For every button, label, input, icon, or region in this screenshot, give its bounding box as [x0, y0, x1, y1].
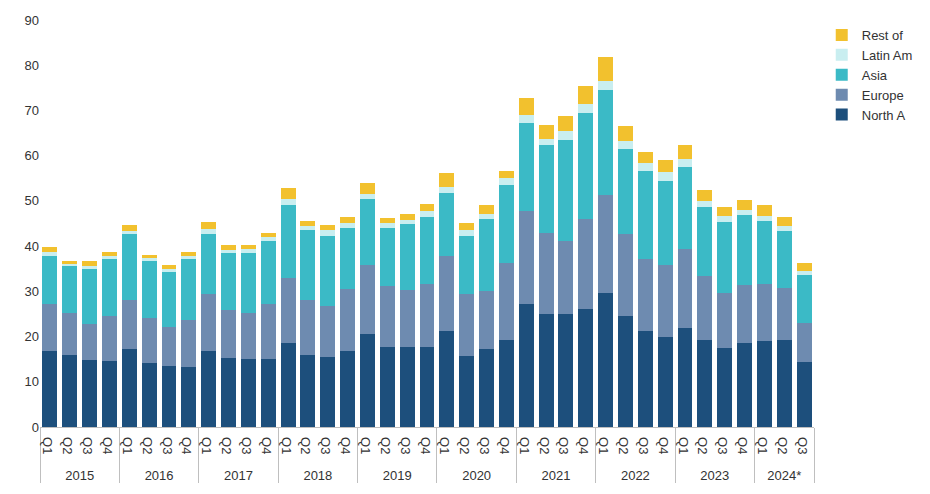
- svg-text:Q1: Q1: [279, 437, 294, 454]
- svg-text:Q3: Q3: [318, 437, 333, 454]
- svg-text:North A: North A: [862, 108, 906, 123]
- svg-text:Q4: Q4: [576, 437, 591, 454]
- svg-text:Q2: Q2: [298, 437, 313, 454]
- svg-text:20: 20: [25, 329, 39, 344]
- svg-text:60: 60: [25, 148, 39, 163]
- svg-text:Q4: Q4: [100, 437, 115, 454]
- svg-text:Q3: Q3: [715, 437, 730, 454]
- svg-text:Asia: Asia: [862, 68, 888, 83]
- svg-text:50: 50: [25, 193, 39, 208]
- svg-text:Q1: Q1: [358, 437, 373, 454]
- svg-text:Q4: Q4: [338, 437, 353, 454]
- svg-text:Q3: Q3: [398, 437, 413, 454]
- svg-text:Q2: Q2: [537, 437, 552, 454]
- svg-text:Q4: Q4: [418, 437, 433, 454]
- svg-text:Q2: Q2: [775, 437, 790, 454]
- svg-text:2015: 2015: [65, 468, 94, 483]
- svg-text:Q2: Q2: [616, 437, 631, 454]
- svg-text:Q1: Q1: [676, 437, 691, 454]
- svg-text:Q3: Q3: [477, 437, 492, 454]
- svg-text:Rest of: Rest of: [862, 28, 904, 43]
- svg-text:Europe: Europe: [862, 88, 904, 103]
- svg-text:Q3: Q3: [636, 437, 651, 454]
- svg-text:10: 10: [25, 374, 39, 389]
- svg-text:2018: 2018: [303, 468, 332, 483]
- svg-text:Q1: Q1: [120, 437, 135, 454]
- svg-text:70: 70: [25, 103, 39, 118]
- svg-text:2020: 2020: [462, 468, 491, 483]
- svg-text:2019: 2019: [383, 468, 412, 483]
- svg-text:2024*: 2024*: [767, 468, 801, 483]
- svg-text:Q4: Q4: [259, 437, 274, 454]
- svg-text:Q3: Q3: [556, 437, 571, 454]
- svg-text:Q2: Q2: [457, 437, 472, 454]
- svg-text:Q1: Q1: [755, 437, 770, 454]
- svg-text:Q2: Q2: [60, 437, 75, 454]
- svg-text:2023: 2023: [700, 468, 729, 483]
- svg-text:Q1: Q1: [199, 437, 214, 454]
- svg-text:40: 40: [25, 239, 39, 254]
- svg-text:Q2: Q2: [378, 437, 393, 454]
- svg-text:2021: 2021: [542, 468, 571, 483]
- svg-text:30: 30: [25, 284, 39, 299]
- svg-text:Q2: Q2: [219, 437, 234, 454]
- svg-text:80: 80: [25, 58, 39, 73]
- svg-text:Q2: Q2: [695, 437, 710, 454]
- svg-text:Q2: Q2: [140, 437, 155, 454]
- svg-text:2016: 2016: [145, 468, 174, 483]
- svg-text:Q3: Q3: [239, 437, 254, 454]
- svg-text:2017: 2017: [224, 468, 253, 483]
- svg-text:Q4: Q4: [656, 437, 671, 454]
- svg-text:Q1: Q1: [517, 437, 532, 454]
- svg-text:Q1: Q1: [40, 437, 55, 454]
- svg-text:Q4: Q4: [735, 437, 750, 454]
- svg-text:Q3: Q3: [795, 437, 810, 454]
- svg-text:0: 0: [32, 420, 39, 435]
- svg-text:2022: 2022: [621, 468, 650, 483]
- svg-text:Q4: Q4: [497, 437, 512, 454]
- svg-text:Q4: Q4: [179, 437, 194, 454]
- svg-text:Q3: Q3: [80, 437, 95, 454]
- svg-text:Q1: Q1: [596, 437, 611, 454]
- svg-text:90: 90: [25, 13, 39, 28]
- svg-text:Latin Am: Latin Am: [862, 48, 913, 63]
- svg-text:Q1: Q1: [437, 437, 452, 454]
- svg-text:Q3: Q3: [160, 437, 175, 454]
